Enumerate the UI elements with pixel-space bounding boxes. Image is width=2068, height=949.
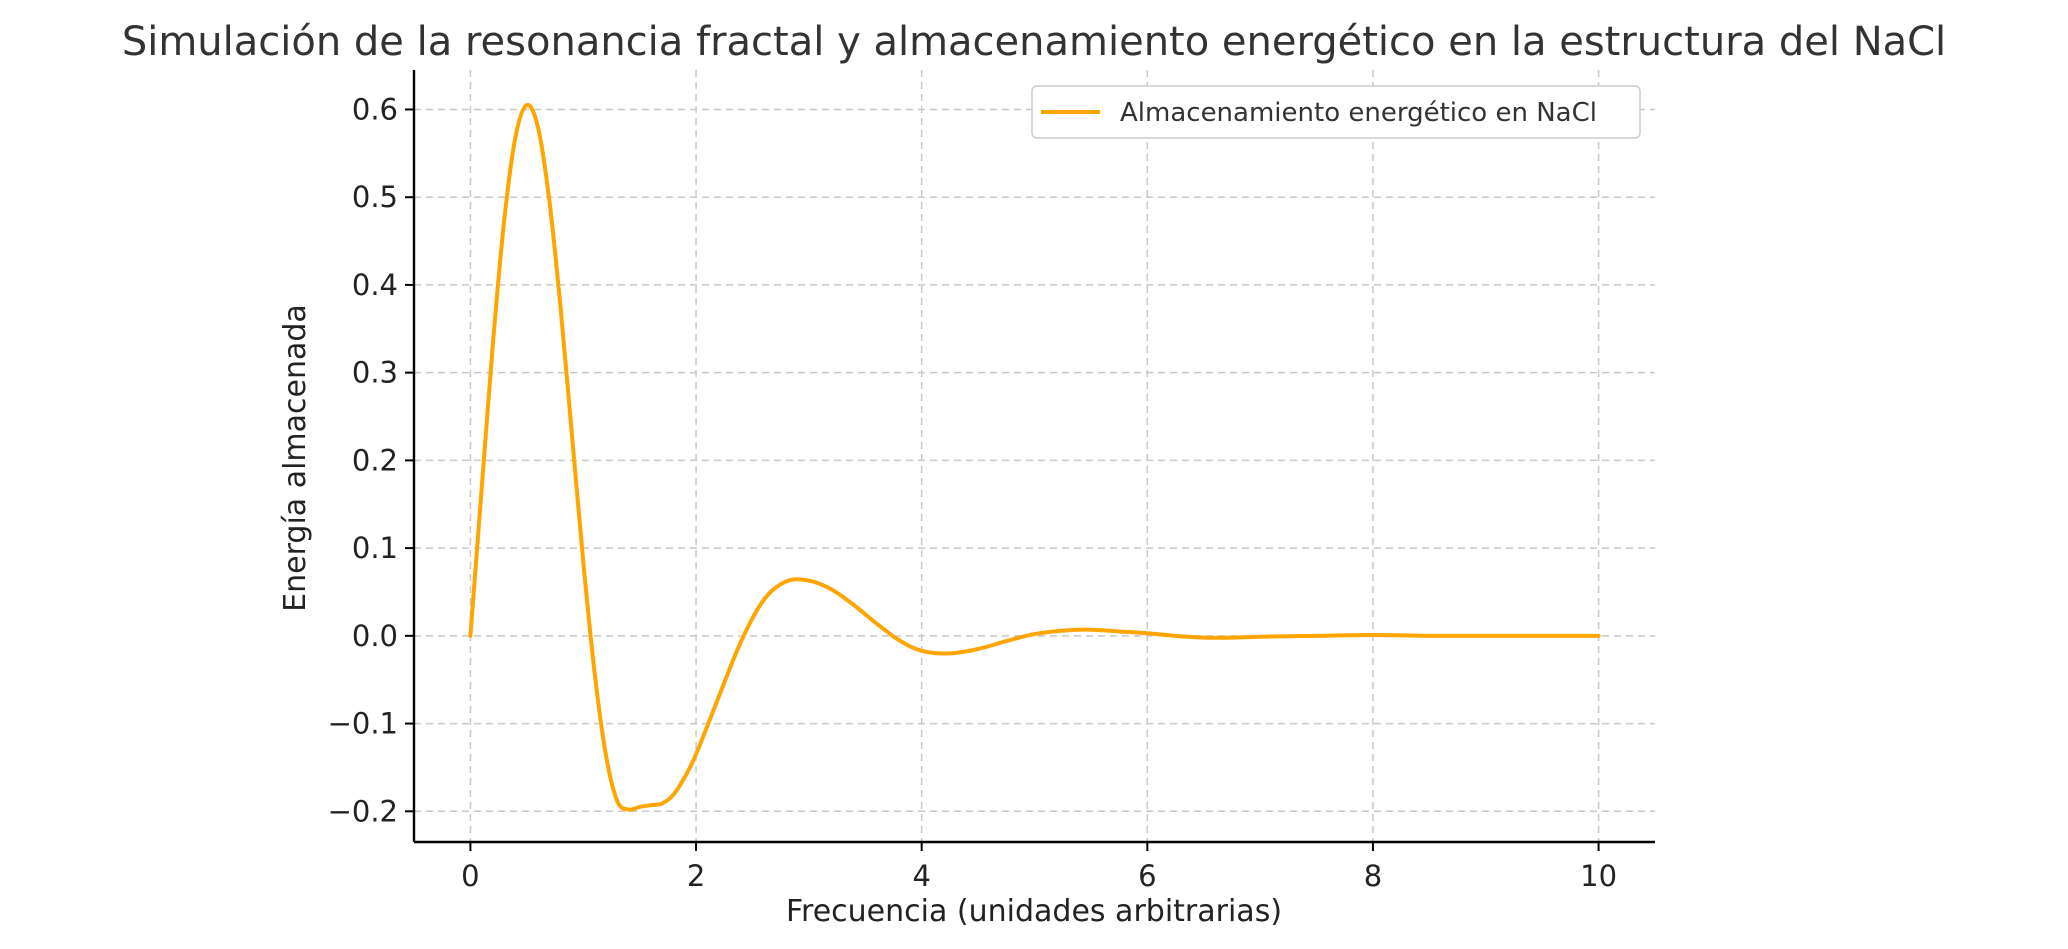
legend-label: Almacenamiento energético en NaCl bbox=[1120, 98, 1597, 128]
grid bbox=[414, 70, 1655, 842]
y-tick-label: 0.4 bbox=[352, 268, 398, 302]
x-tick-label: 6 bbox=[1138, 859, 1156, 893]
y-axis-label: Energía almacenada bbox=[278, 304, 313, 612]
y-tick-label: 0.1 bbox=[352, 531, 398, 565]
legend: Almacenamiento energético en NaCl bbox=[1031, 85, 1641, 139]
series-line-0 bbox=[468, 103, 1601, 812]
y-tick-label: 0.3 bbox=[352, 356, 398, 390]
legend-box bbox=[1031, 85, 1641, 139]
y-tick-label: 0.2 bbox=[352, 443, 398, 477]
y-tick-label: −0.2 bbox=[328, 794, 398, 828]
x-axis-label: Frecuencia (unidades arbitrarias) bbox=[786, 894, 1282, 929]
ticks: 0 2 4 6 8 10 −0.2 −0.1 0.0 0.1 0.2 0.3 0.4 0.5 0.6 bbox=[328, 92, 1617, 893]
x-tick-label: 10 bbox=[1580, 859, 1617, 893]
y-tick-label: 0.5 bbox=[352, 180, 398, 214]
chart-title: Simulación de la resonancia fractal y al… bbox=[122, 19, 1946, 65]
x-tick-label: 8 bbox=[1364, 859, 1382, 893]
y-tick-label: 0.0 bbox=[352, 619, 398, 653]
x-tick-label: 2 bbox=[687, 859, 705, 893]
x-tick-label: 4 bbox=[912, 859, 930, 893]
y-tick-label: −0.1 bbox=[328, 707, 398, 741]
x-tick-label: 0 bbox=[461, 859, 479, 893]
series-layer bbox=[468, 103, 1601, 812]
y-tick-label: 0.6 bbox=[352, 92, 398, 126]
